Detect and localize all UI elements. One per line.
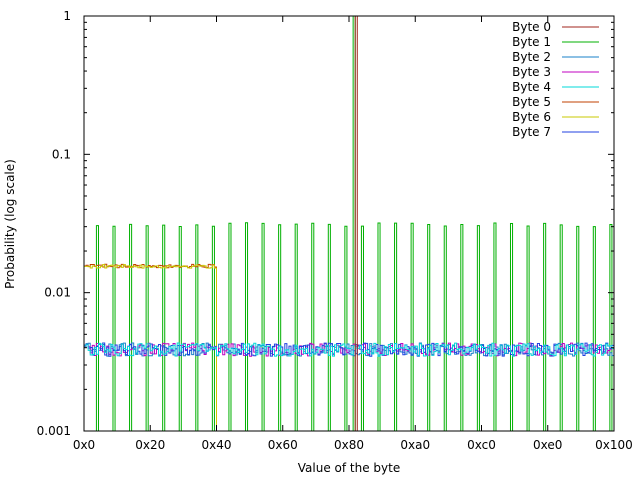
legend-label: Byte 7 <box>512 125 551 139</box>
y-tick-label: 0.1 <box>52 147 71 161</box>
x-tick-label: 0x40 <box>201 438 231 452</box>
x-tick-label: 0x20 <box>135 438 165 452</box>
legend-label: Byte 1 <box>512 35 551 49</box>
x-tick-label: 0x60 <box>268 438 298 452</box>
y-tick-label: 0.001 <box>37 424 71 438</box>
y-axis-label: Probability (log scale) <box>3 159 17 289</box>
series-line-byte-4 <box>84 342 614 357</box>
x-tick-label: 0x80 <box>334 438 364 452</box>
legend-label: Byte 0 <box>512 20 551 34</box>
series-line-byte-6 <box>84 264 219 432</box>
x-tick-label: 0x0 <box>73 438 95 452</box>
x-tick-label: 0xc0 <box>467 438 496 452</box>
y-axis-ticks: 0.001 0.01 0.1 1 <box>37 9 614 438</box>
legend-label: Byte 5 <box>512 95 551 109</box>
x-tick-label: 0xe0 <box>533 438 562 452</box>
legend-label: Byte 6 <box>512 110 551 124</box>
legend-label: Byte 2 <box>512 50 551 64</box>
x-axis-label: Value of the byte <box>298 461 400 475</box>
y-tick-label: 1 <box>63 9 71 23</box>
legend-label: Byte 4 <box>512 80 551 94</box>
y-tick-label: 0.01 <box>44 286 71 300</box>
legend-label: Byte 3 <box>512 65 551 79</box>
x-tick-label: 0xa0 <box>400 438 430 452</box>
x-axis-ticks: 0x0 0x20 0x40 0x60 0x80 0xa0 0xc0 0xe0 0x100 <box>73 16 633 452</box>
x-tick-label: 0x100 <box>595 438 633 452</box>
series-line-byte-5 <box>84 263 219 432</box>
